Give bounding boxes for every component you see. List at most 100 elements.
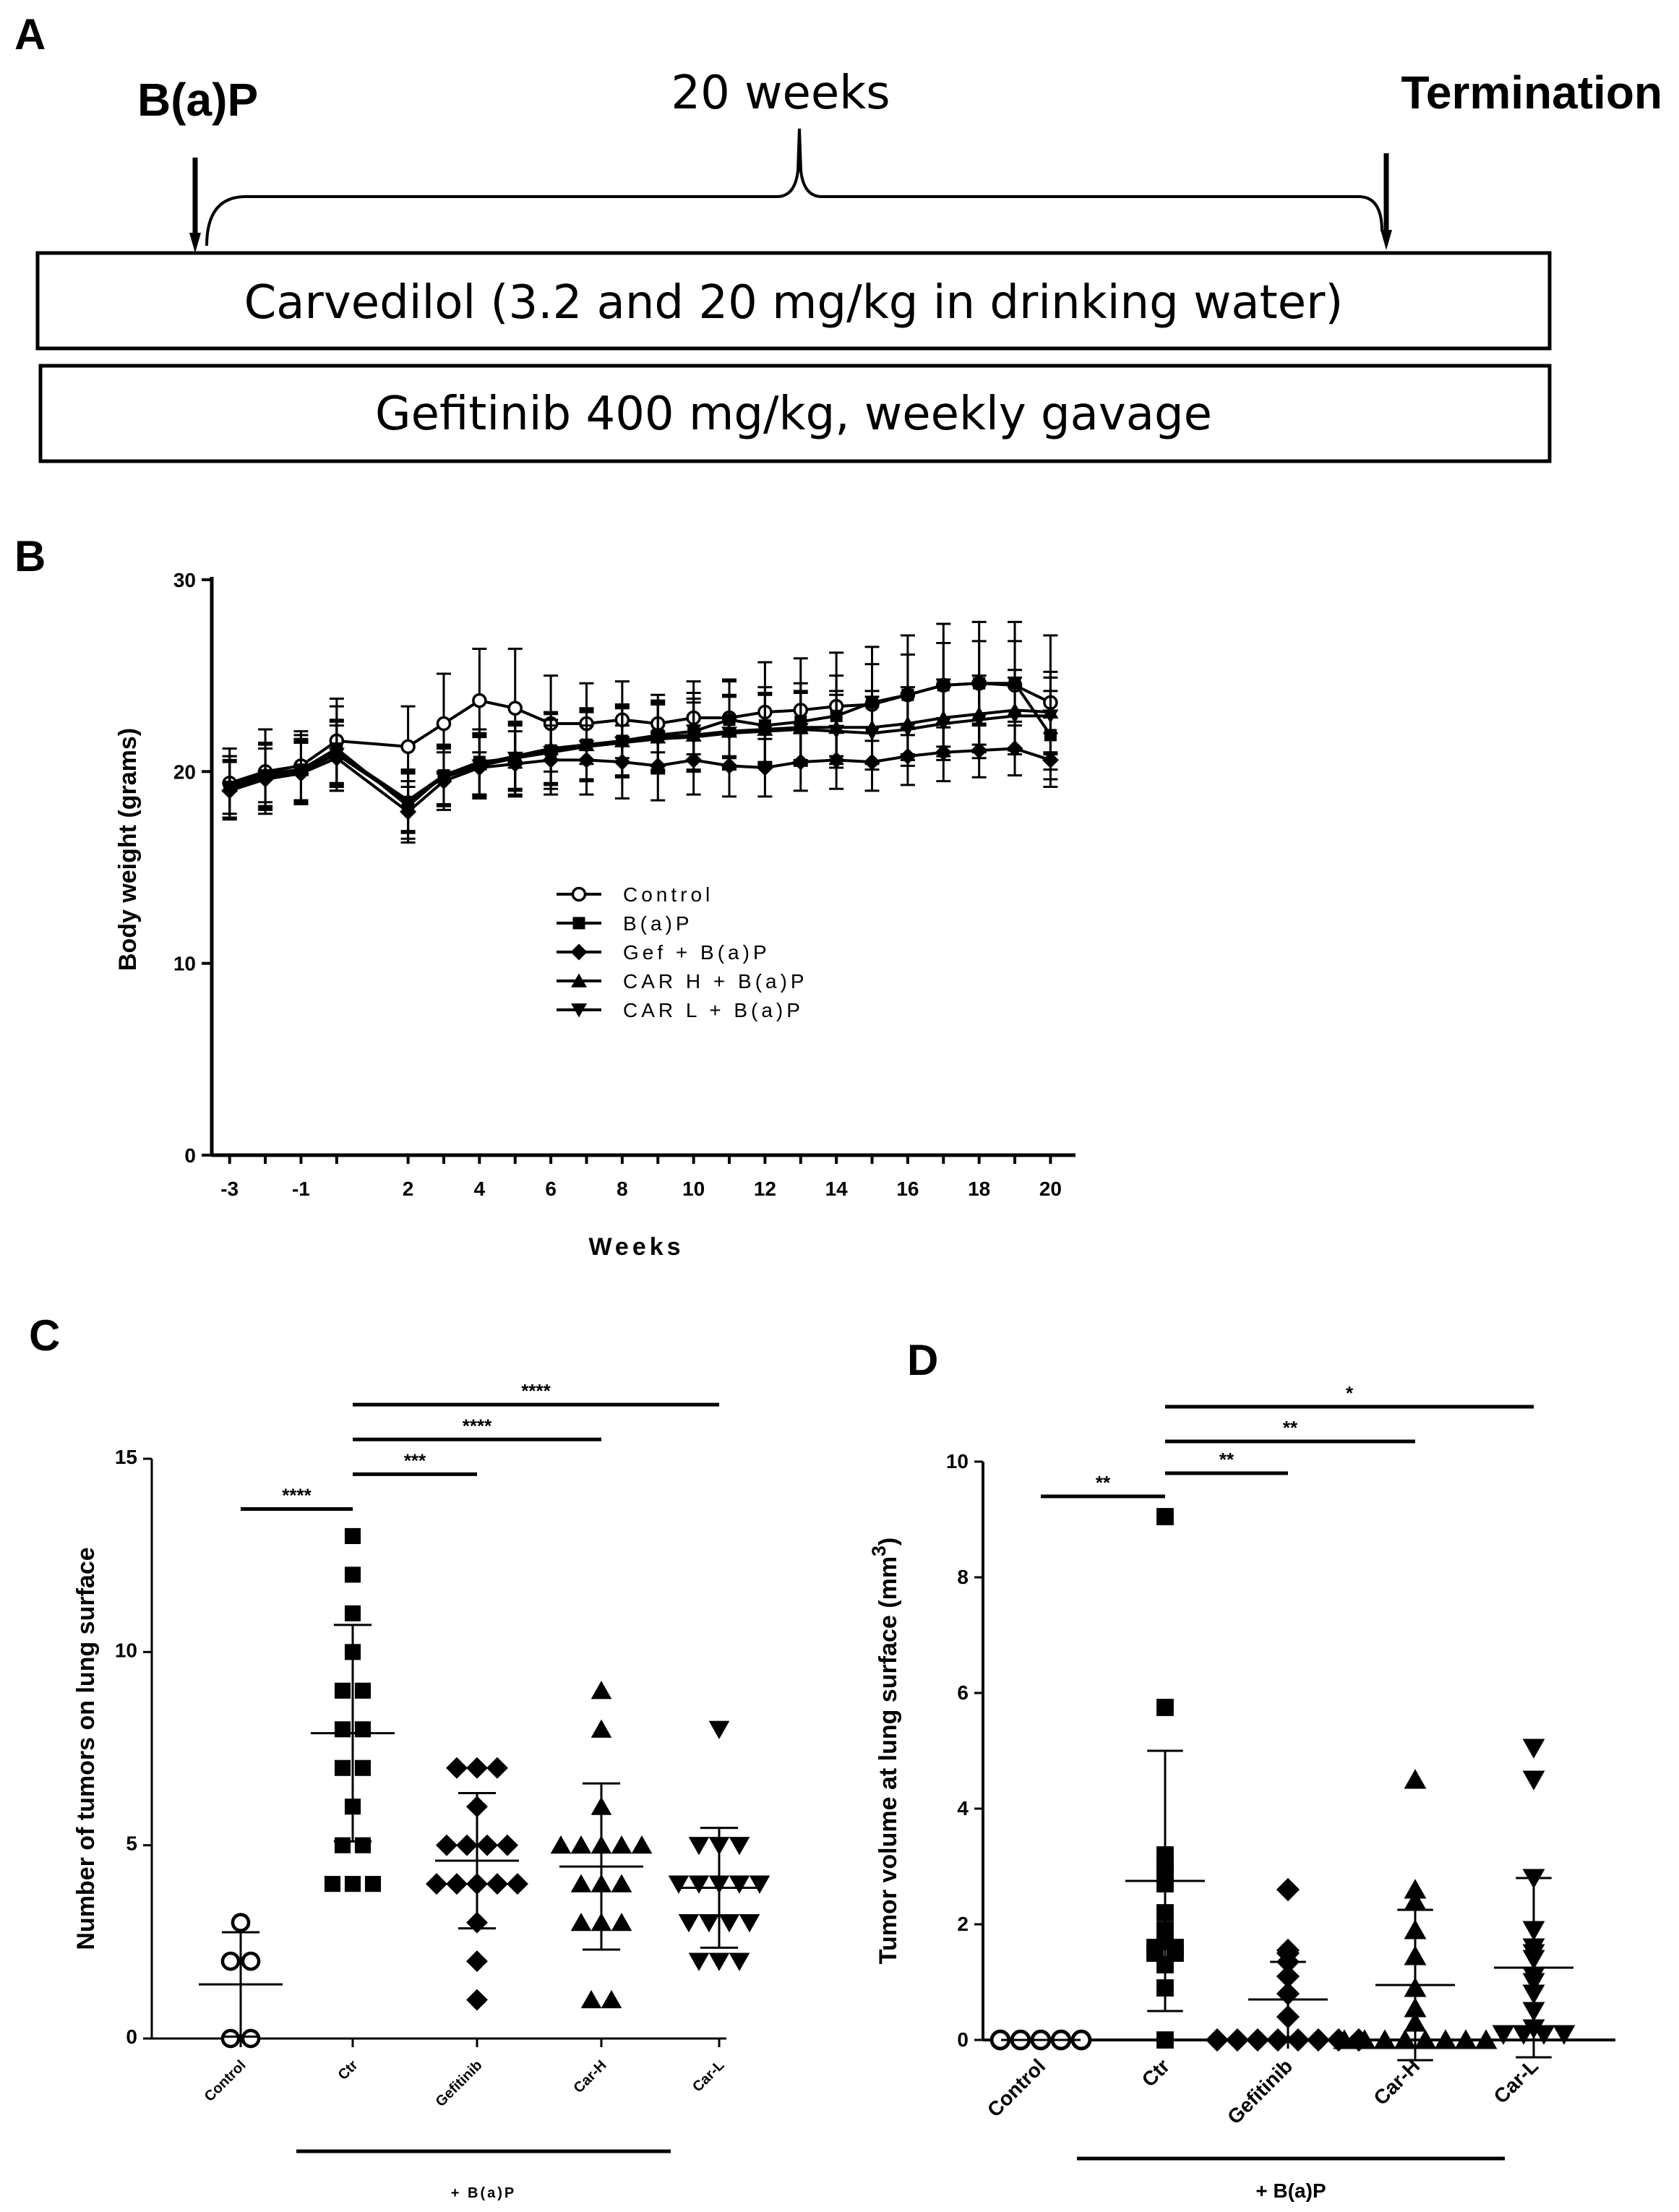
data-point [1042,751,1059,768]
data-point [749,1875,770,1894]
y-tick-label: 20 [173,760,196,783]
data-point [1404,1890,1427,1911]
duration-label: 20 weeks [671,67,890,120]
y-tick-label: 15 [115,1446,137,1468]
body-weight-chart: 0 10 20 30 -3 -1 2 4 6 8 10 12 14 16 18 20 Weeks Body wei… [114,569,1075,1261]
data-point [1454,2029,1477,2049]
data-point [507,1873,528,1895]
data-point [1522,1739,1545,1759]
data-point [1394,2029,1417,2049]
data-point [436,1834,458,1856]
data-point [231,1913,251,1932]
data-point [293,765,309,779]
data-point [400,795,416,810]
data-point [1522,1770,1545,1791]
panel-c: C 0 5 10 15 Control Ctr Gefitinib Car-H Car-L Num… [29,1311,770,2201]
data-point [257,771,274,785]
data-point [1225,2028,1250,2052]
data-point [1306,2028,1331,2052]
y-tick-label: 10 [946,1450,969,1472]
data-point [507,751,523,766]
data-point [1404,1879,1427,1899]
data-point [899,723,916,737]
data-point [471,759,488,773]
data-point [580,1989,602,2009]
treatment-1-label: Carvedilol (3.2 and 20 mg/kg in drinking… [244,276,1344,330]
data-point [241,1951,261,1971]
data-point [1156,1508,1174,1525]
panel-letter-c: C [29,1311,60,1360]
data-point [466,1989,488,2011]
data-point [611,1874,632,1892]
data-point [688,1837,710,1856]
group-0 [199,1913,283,2049]
x-tick-label: -3 [220,1178,239,1200]
legend-label: Control [623,883,713,906]
group-label-d: + B(a)P [1255,2179,1326,2202]
data-point [591,1681,612,1699]
group-1 [1125,1508,1205,2049]
panel-letter-b: B [14,532,46,580]
legend-marker [572,917,585,930]
y-tick-label: 5 [126,1832,137,1855]
data-point [698,1913,720,1933]
legend-marker [571,886,587,902]
data-point [650,732,666,747]
significance-label: **** [282,1485,312,1506]
data-point [1492,2025,1515,2045]
data-point [497,1834,518,1856]
panel-b: B 0 10 20 30 -3 -1 2 4 6 8 10 12 14 16 18 20 Weeks Body w… [14,532,1075,1261]
x-tick-label: 20 [1039,1178,1062,1200]
start-arrowhead [189,233,201,253]
data-point [614,736,630,751]
data-point [328,747,345,762]
data-point [354,1682,372,1699]
panel-a: A B(a)P 20 weeks Termination Carvedilol … [14,10,1662,463]
x-tick-label: 18 [968,1178,990,1200]
data-point [334,1721,351,1738]
series-line [229,682,1052,808]
end-arrowhead [1380,230,1392,250]
data-point [708,1952,730,1971]
group-1 [311,1527,395,1892]
significance-label: **** [463,1415,492,1436]
legend-label: CAR H + B(a)P [623,970,808,993]
data-point [828,724,845,740]
y-tick-label: 4 [957,1797,969,1819]
data-point [1373,2029,1396,2049]
data-point [678,1913,700,1933]
data-point [729,1837,750,1856]
x-tick-label: 10 [682,1178,705,1200]
panel-letter-d: D [907,1336,938,1384]
y-axis-title-sup: 3 [868,1546,890,1556]
data-point [400,739,416,755]
data-point [334,1759,351,1776]
data-point [476,1834,498,1856]
data-point [721,726,738,741]
data-point [708,1720,730,1739]
data-point [1156,2031,1174,2049]
data-point [685,730,702,745]
data-point [507,700,523,716]
data-point [1333,2029,1356,2049]
category-label: Gefitinib [1223,2054,1297,2128]
tumor-volume-chart: 0 2 4 6 8 10 Control Ctr Gefitinib Car-H Car-L Tumo… [868,1382,1615,2129]
data-point [1156,1699,1174,1716]
data-point [344,1527,361,1544]
data-point [241,2028,261,2049]
data-point [1007,709,1023,724]
data-point [472,693,487,708]
significance-label: **** [521,1380,551,1402]
data-point [864,726,880,741]
data-point [324,1876,341,1892]
y-tick-label: 10 [115,1639,137,1661]
data-point [570,1874,592,1892]
group-3 [550,1681,653,2009]
series-4 [221,676,1059,834]
category-label: Control [202,2057,249,2105]
category-label: Car-H [570,2057,609,2096]
y-tick-label: 0 [126,2025,137,2048]
y-tick-label: 6 [957,1681,969,1704]
y-tick-label: 10 [173,953,196,975]
treatment-box-2 [38,364,1552,463]
